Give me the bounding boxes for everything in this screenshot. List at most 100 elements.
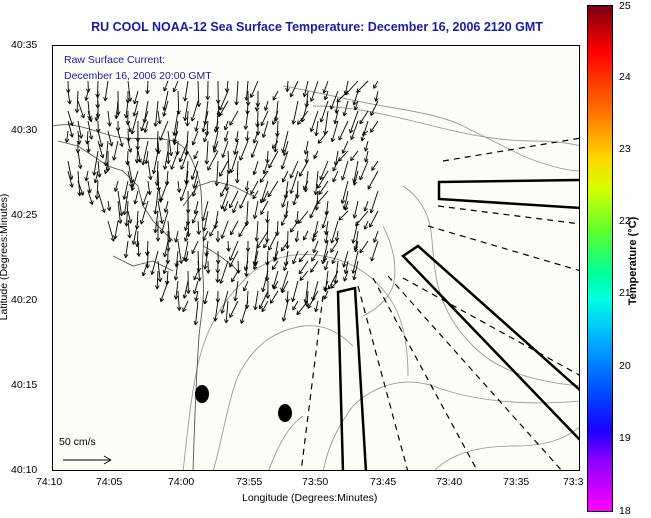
current-vector-head [114,235,118,240]
current-vector-head [250,94,255,98]
current-vector [325,220,329,235]
current-vector-head [343,112,348,117]
current-vector [147,250,149,269]
current-vector-head [303,237,308,241]
current-vector-head [142,272,147,277]
current-vector-head [101,142,104,148]
current-vector [256,220,259,242]
station-marker [195,385,209,403]
current-vector [197,260,201,282]
current-vector [343,100,349,117]
current-vector-head [281,222,286,226]
current-vector [253,240,259,266]
current-vector [143,100,149,123]
current-vector [225,300,229,324]
current-vector-head [153,170,157,174]
current-vector-head [206,160,210,165]
current-vector-head [191,250,196,255]
current-vector [354,240,359,253]
current-vector-head [282,151,285,156]
current-vector-head [193,184,197,189]
current-vector-head [255,123,258,128]
current-vector [77,150,82,169]
current-vector-head [283,262,287,267]
current-vector-head [71,133,74,138]
current-vector [67,110,73,126]
current-vector-head [364,226,368,230]
current-vector-head [173,88,177,93]
current-vector-head [287,244,290,249]
current-vector-head [108,142,113,147]
current-vector [253,260,259,270]
current-vector-head [239,319,242,324]
current-vector-head [155,122,158,127]
current-vector-head [310,270,315,273]
current-vector-head [330,284,333,289]
current-vector [262,120,269,138]
current-vector-head [139,220,142,225]
current-vector-head [351,239,354,244]
coastline [53,124,254,470]
current-vector-head [371,258,375,262]
current-vector-head [186,122,190,127]
current-vector [259,290,269,309]
current-vector-head [240,320,245,324]
current-vector-head [333,161,336,166]
current-vector-head [230,169,235,174]
current-vector-head [107,167,111,172]
current-vector-head [198,102,202,107]
current-vector-head [310,98,315,102]
current-vector-head [163,270,168,275]
current-vector-head [271,120,274,125]
current-vector-head [94,117,97,122]
current-vector [281,150,289,170]
current-vector [295,230,299,242]
current-vector-head [193,290,198,295]
current-vector [194,200,199,214]
current-vector [299,270,309,281]
current-vector [230,150,239,173]
current-vector [263,240,269,249]
current-vector-head [332,261,336,265]
current-vector [256,230,269,249]
current-vector-head [205,269,209,274]
current-vector-head [318,141,323,144]
current-vector-head [67,100,71,105]
current-vector [236,160,239,184]
current-vector [331,220,339,244]
current-vector-head [332,179,337,183]
current-vector-head [95,93,98,98]
current-vector-head [173,276,176,281]
current-vector-head [360,137,363,142]
current-vector [224,130,229,142]
current-vector-head [330,250,335,253]
current-vector-head [172,131,175,136]
current-vector-head [246,187,250,192]
current-vector-head [163,86,165,92]
current-vector-head [267,294,271,299]
current-vector-head [176,188,180,193]
current-vector [77,120,82,139]
current-vector [260,180,269,204]
current-vector [213,140,219,153]
current-vector [272,90,279,101]
current-vector-head [103,96,106,102]
current-vector-head [94,179,99,184]
current-vector [330,90,339,110]
current-vector-head [103,169,106,174]
current-vector [127,140,132,153]
current-vector [252,190,259,200]
current-vector [115,100,119,119]
current-vector-head [264,238,268,243]
current-vector [275,100,279,122]
map-canvas [53,80,579,470]
current-vector-head [363,147,366,152]
current-vector-head [364,208,368,212]
x-tick: 74:10 [36,476,63,488]
current-vector [332,170,339,183]
current-vector [154,100,159,127]
current-vector-head [323,256,325,261]
current-vector-head [257,102,261,107]
current-vector-head [253,305,256,310]
current-vector [164,150,169,170]
